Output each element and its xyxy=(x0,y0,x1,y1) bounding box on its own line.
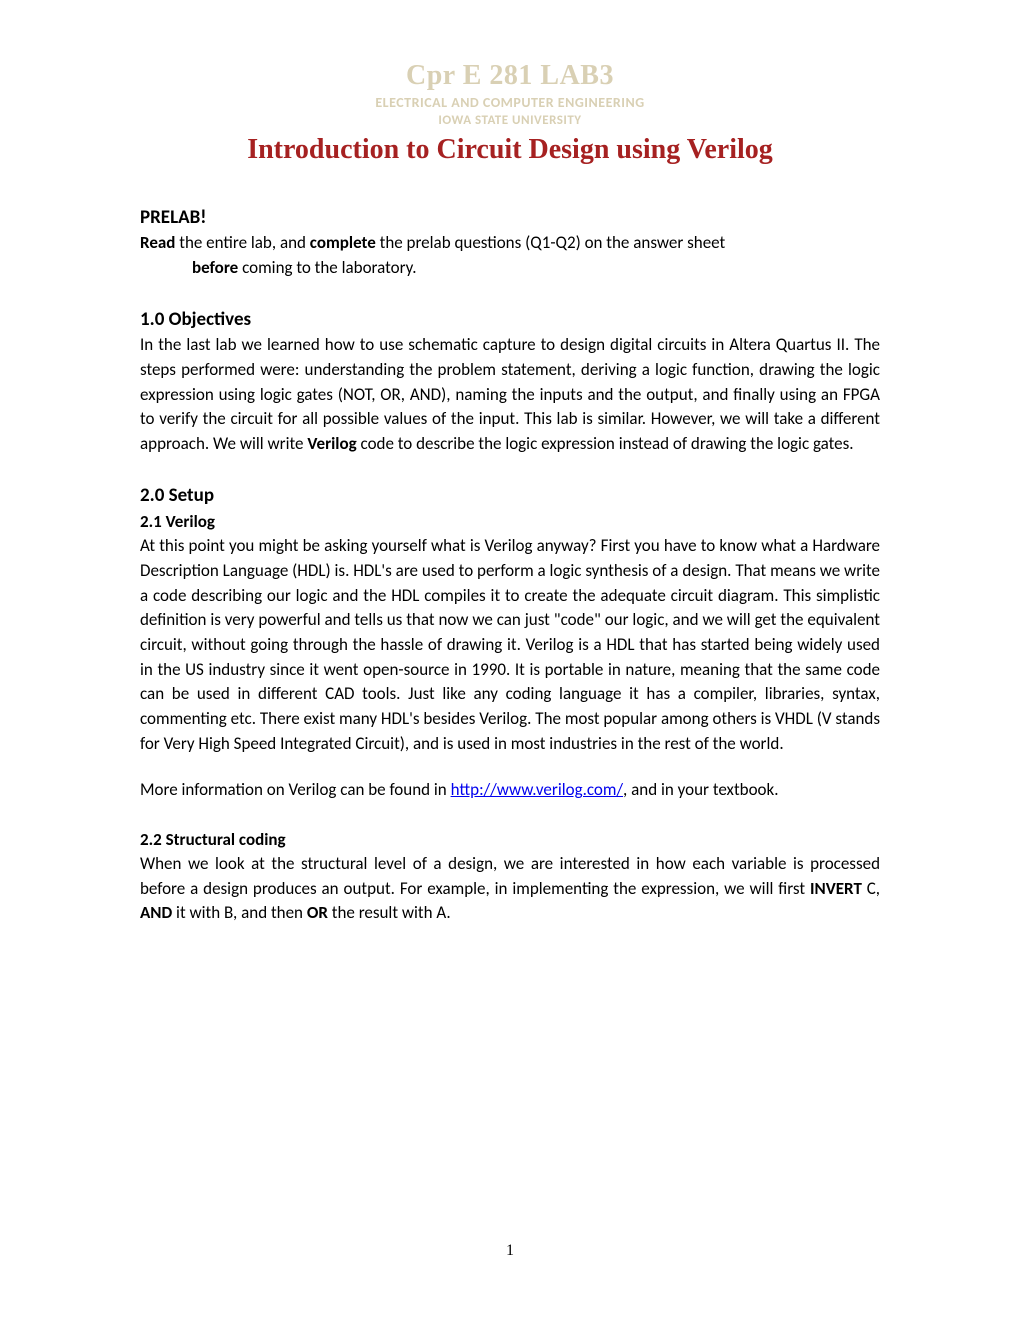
info-text-b: , and in your textbook. xyxy=(623,779,778,800)
read-label: Read xyxy=(140,232,175,253)
prelab-line2-end: coming to the laboratory. xyxy=(238,257,416,278)
objectives-text-b: code to describe the logic expression in… xyxy=(357,433,854,454)
struct-text-c: it with B, and then xyxy=(172,902,307,923)
verilog-label: Verilog xyxy=(307,433,356,454)
course-code: Cpr E 281 LAB3 xyxy=(140,60,880,92)
document-title: Introduction to Circuit Design using Ver… xyxy=(140,134,880,166)
verilog-subheading: 2.1 Verilog xyxy=(140,511,880,532)
struct-text-a: When we look at the structural level of … xyxy=(140,853,880,899)
structural-paragraph: When we look at the structural level of … xyxy=(140,852,880,926)
info-text-a: More information on Verilog can be found… xyxy=(140,779,451,800)
setup-heading: 2.0 Setup xyxy=(140,484,880,507)
and-label: AND xyxy=(140,902,172,923)
before-label: before xyxy=(192,257,238,278)
verilog-link[interactable]: http://www.verilog.com/ xyxy=(451,779,623,800)
prelab-heading: PRELAB! xyxy=(140,206,880,229)
department-label: ELECTRICAL AND COMPUTER ENGINEERING xyxy=(140,94,880,111)
objectives-paragraph: In the last lab we learned how to use sc… xyxy=(140,333,880,456)
complete-label: complete xyxy=(310,232,376,253)
invert-label: INVERT xyxy=(810,878,862,899)
page-header: Cpr E 281 LAB3 ELECTRICAL AND COMPUTER E… xyxy=(140,60,880,166)
prelab-line1-b: the prelab questions (Q1-Q2) on the answ… xyxy=(376,232,725,253)
university-label: IOWA STATE UNIVERSITY xyxy=(140,113,880,128)
verilog-paragraph: At this point you might be asking yourse… xyxy=(140,534,880,756)
spacer xyxy=(140,803,880,825)
structural-subheading: 2.2 Structural coding xyxy=(140,829,880,850)
spacer xyxy=(140,756,880,778)
document-page: Cpr E 281 LAB3 ELECTRICAL AND COMPUTER E… xyxy=(0,0,1020,966)
verilog-info-paragraph: More information on Verilog can be found… xyxy=(140,778,880,803)
struct-text-d: the result with A. xyxy=(328,902,451,923)
prelab-text: Read the entire lab, and complete the pr… xyxy=(140,231,880,280)
page-number: 1 xyxy=(0,1242,1020,1260)
or-label: OR xyxy=(307,902,328,923)
prelab-line2: before coming to the laboratory. xyxy=(140,256,880,281)
prelab-line1-a: the entire lab, and xyxy=(175,232,309,253)
struct-text-b: C, xyxy=(862,878,880,899)
objectives-heading: 1.0 Objectives xyxy=(140,308,880,331)
